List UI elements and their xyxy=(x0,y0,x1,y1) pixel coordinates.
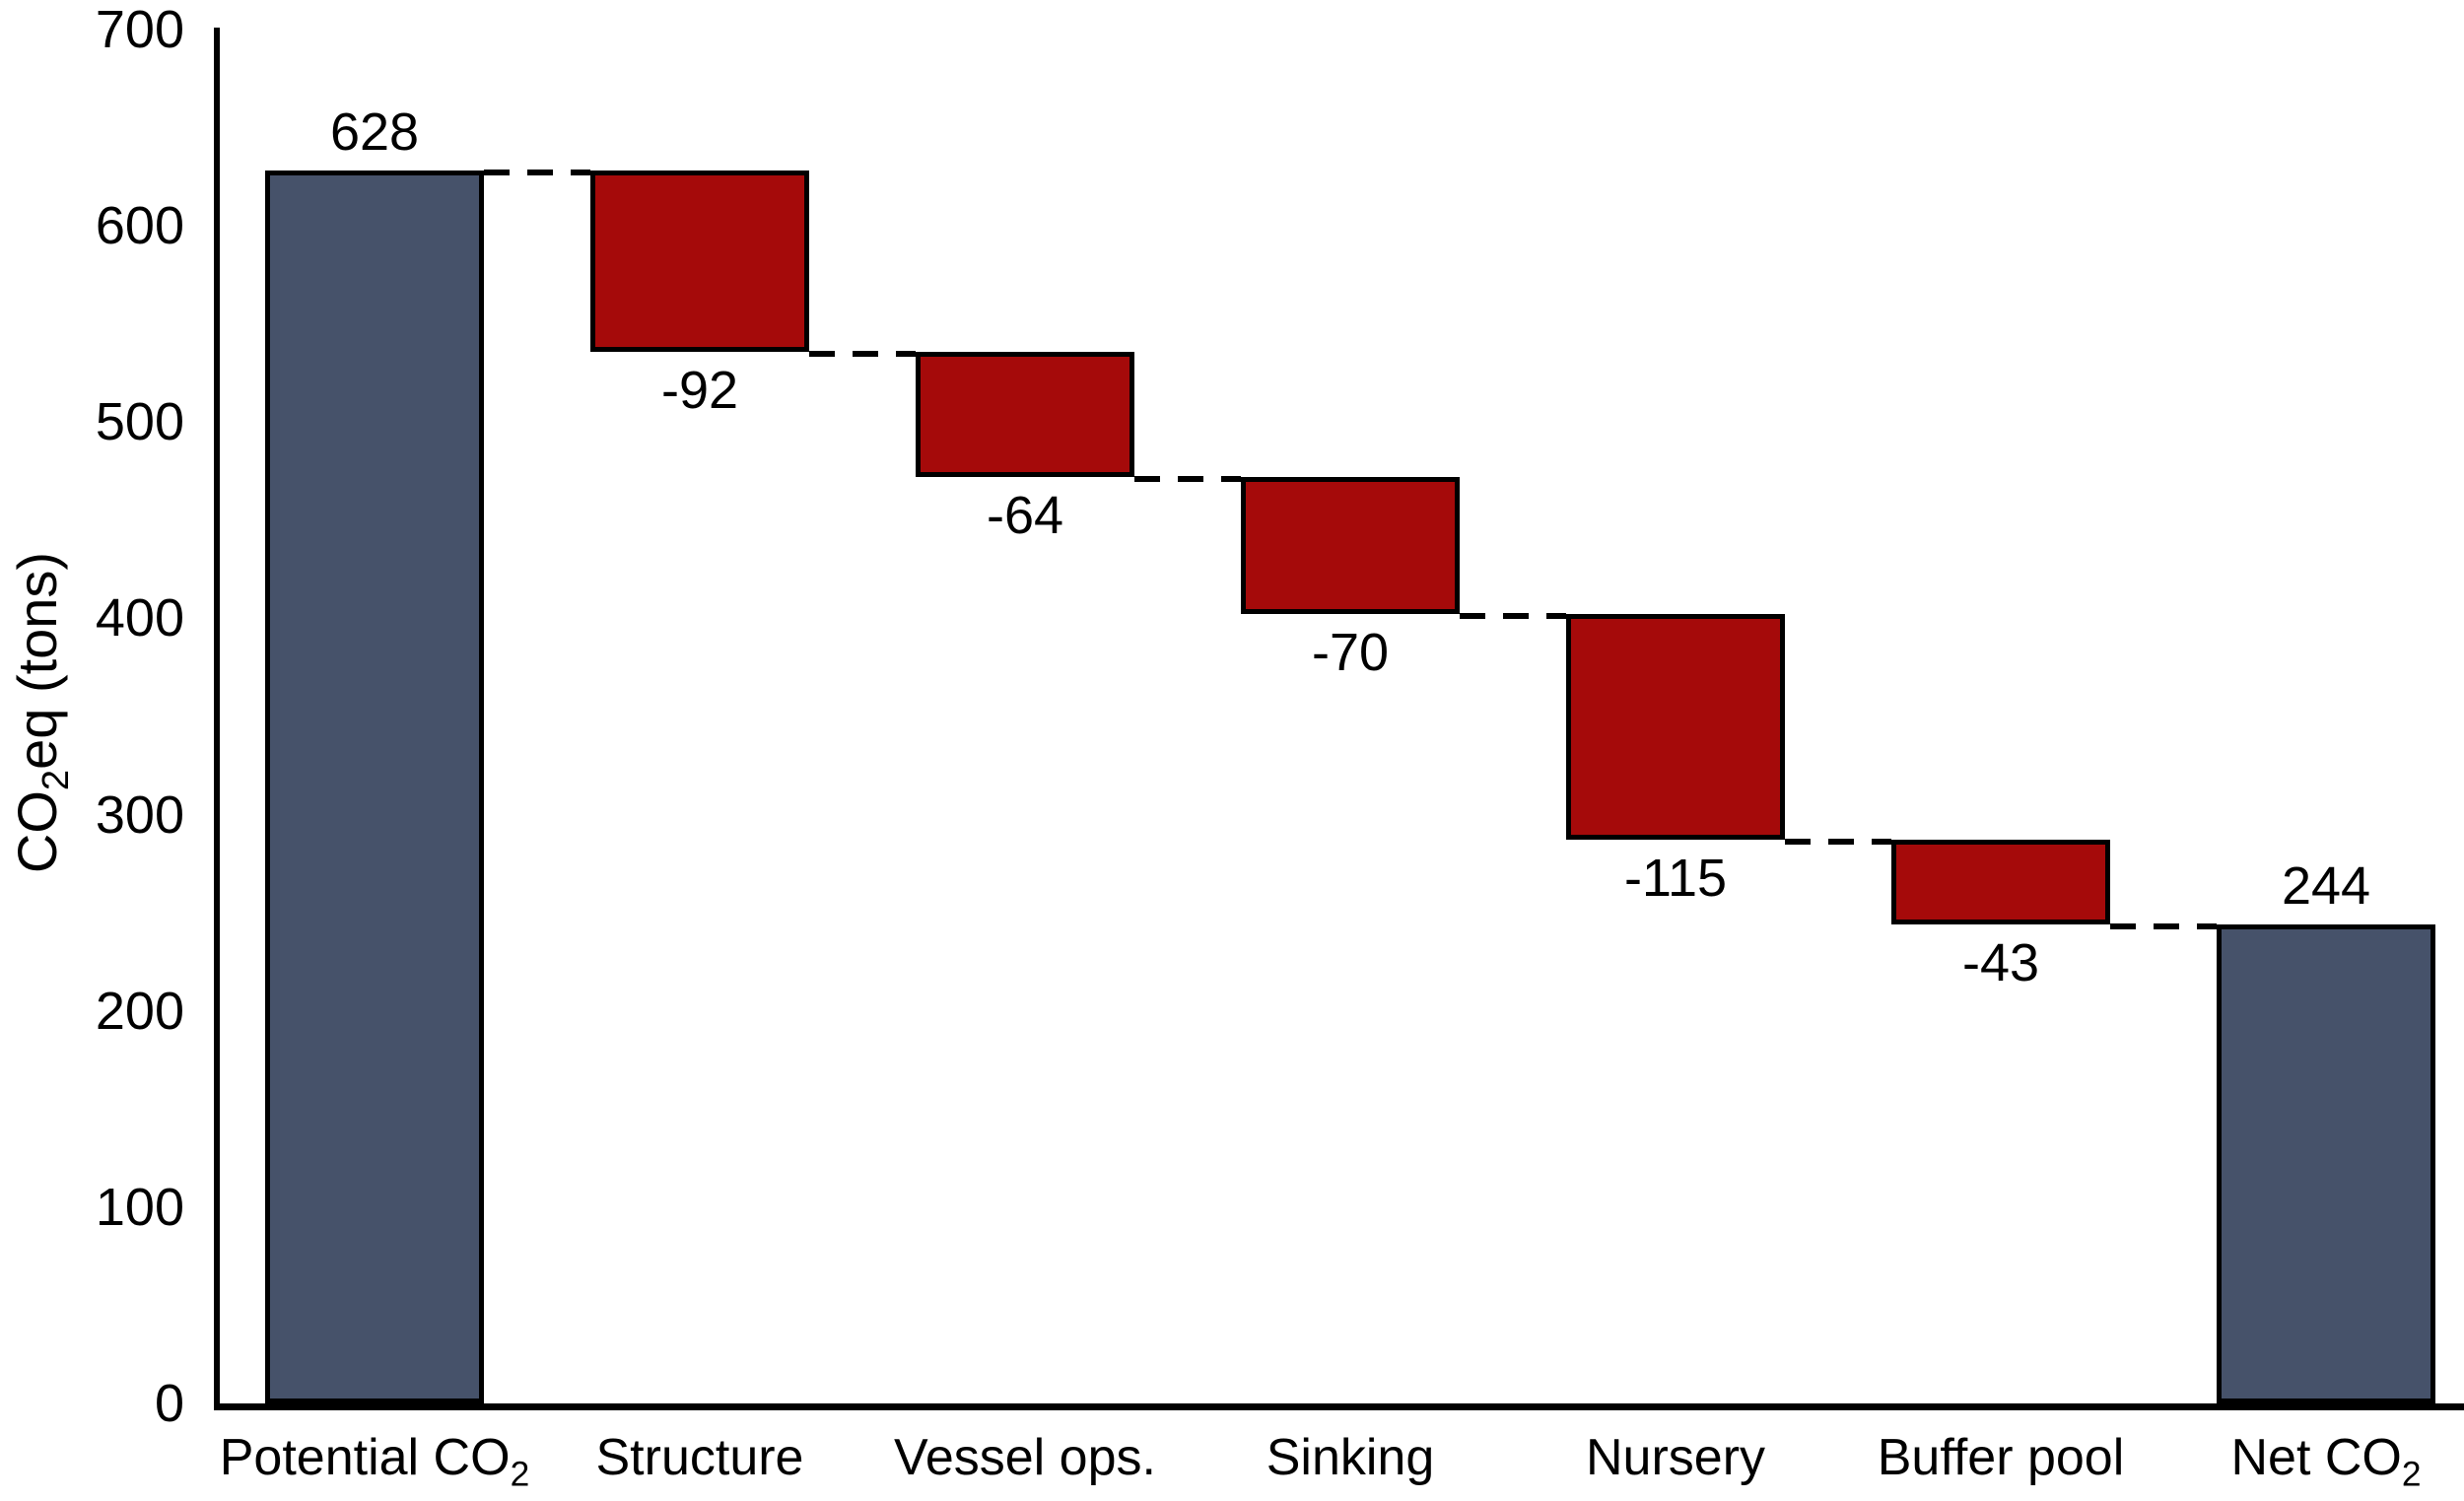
bar-value-label: 628 xyxy=(329,102,420,163)
y-tick-label: 600 xyxy=(95,196,184,256)
bar-value-label: -64 xyxy=(986,486,1064,546)
connector-line xyxy=(1785,839,1891,846)
y-axis-title: CO2eq (tons) xyxy=(3,417,77,1008)
y-tick-label: 300 xyxy=(95,785,184,845)
bar-value-label: -43 xyxy=(1961,933,2040,993)
connector-line xyxy=(1460,613,1566,620)
bar-value-label: 244 xyxy=(2281,856,2371,917)
bar-potential-co2 xyxy=(265,171,484,1403)
bar-vessel-ops- xyxy=(916,351,1134,478)
connector-line xyxy=(484,170,590,176)
y-axis-title-units: eq (tons) xyxy=(6,551,68,770)
y-tick-label: 100 xyxy=(95,1177,184,1237)
connector-line xyxy=(2110,923,2217,930)
bar-structure xyxy=(590,171,809,352)
x-axis-line xyxy=(214,1403,2464,1410)
y-tick-label: 700 xyxy=(95,0,184,59)
category-label: Nursery xyxy=(1585,1429,1766,1486)
category-label: Net CO2 xyxy=(2230,1429,2422,1494)
y-tick-label: 400 xyxy=(95,588,184,648)
connector-line xyxy=(809,350,916,357)
bar-value-label: -115 xyxy=(1623,849,1728,909)
y-tick-label: 500 xyxy=(95,392,184,452)
category-label: Sinking xyxy=(1266,1429,1435,1486)
y-axis-line xyxy=(214,28,220,1410)
connector-line xyxy=(1134,476,1241,483)
bar-value-label: -92 xyxy=(660,360,739,420)
category-label: Vessel ops. xyxy=(894,1429,1156,1486)
category-label: Potential CO2 xyxy=(219,1429,530,1494)
bar-nursery xyxy=(1566,614,1785,841)
category-label: Structure xyxy=(595,1429,804,1486)
y-tick-label: 0 xyxy=(154,1374,184,1433)
bar-value-label: -70 xyxy=(1311,623,1390,683)
bar-sinking xyxy=(1241,477,1460,615)
y-tick-label: 200 xyxy=(95,981,184,1041)
category-label: Buffer pool xyxy=(1877,1429,2125,1486)
bar-buffer-pool xyxy=(1891,840,2110,925)
bar-net-co2 xyxy=(2217,924,2435,1403)
